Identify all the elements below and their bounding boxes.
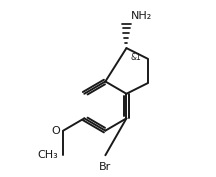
Text: &1: &1 — [131, 53, 141, 62]
Text: O: O — [52, 126, 60, 136]
Text: CH₃: CH₃ — [37, 150, 58, 160]
Text: NH₂: NH₂ — [131, 11, 152, 21]
Text: Br: Br — [99, 162, 111, 172]
